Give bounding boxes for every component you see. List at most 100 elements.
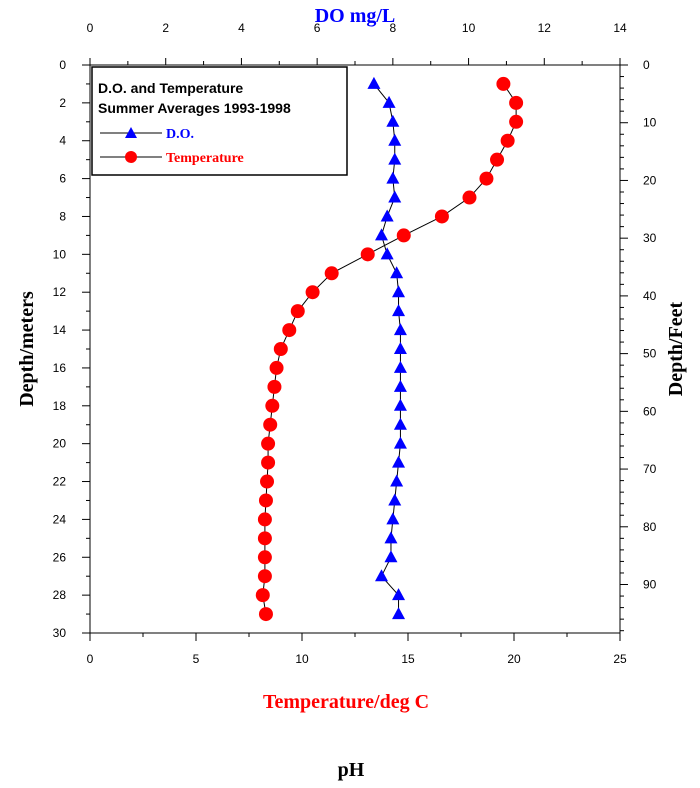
legend-title-line1: D.O. and Temperature	[98, 80, 243, 96]
axes-ticks: 0 2 4 6 8 10 12 140 5 10 15 20 250246810121416182022…	[53, 21, 657, 666]
temperature-data-point	[305, 285, 320, 300]
temperature-data-point	[282, 323, 297, 338]
temperature-data-point	[490, 152, 505, 167]
temperature-data-point	[462, 190, 477, 205]
temperature-data-point	[434, 209, 449, 224]
left-axis-tick-label: 16	[53, 361, 67, 375]
temperature-data-point	[258, 607, 273, 622]
bottom-axis-tick-label: 10	[295, 652, 309, 666]
temperature-data-point	[396, 228, 411, 243]
do-data-point	[392, 607, 406, 620]
do-data-point	[392, 285, 406, 298]
temperature-data-point	[257, 512, 272, 527]
footer-label: pH	[338, 759, 365, 781]
right-axis-tick-label: 40	[643, 289, 657, 303]
right-axis-tick-label: 20	[643, 173, 657, 187]
do-data-point	[386, 171, 400, 184]
do-data-point	[388, 133, 402, 146]
left-axis-tick-label: 10	[53, 247, 67, 261]
left-axis-tick-label: 0	[59, 58, 66, 72]
top-axis-tick-label: 14	[613, 21, 627, 35]
do-data-point	[384, 531, 398, 544]
temperature-data-point	[257, 531, 272, 546]
right-axis-tick-label: 60	[643, 404, 657, 418]
do-data-point	[392, 304, 406, 317]
left-axis-tick-label: 22	[53, 475, 67, 489]
legend: D.O. and Temperature Summer Averages 199…	[91, 66, 348, 176]
temperature-data-point	[260, 474, 275, 489]
bottom-axis-tick-label: 25	[613, 652, 627, 666]
do-data-point	[380, 209, 394, 222]
top-axis-tick-label: 0	[87, 21, 94, 35]
bottom-axis-tick-label: 15	[401, 652, 415, 666]
do-data-point	[375, 228, 388, 241]
bottom-axis-tick-label: 20	[507, 652, 521, 666]
temperature-data-point	[261, 455, 276, 470]
top-axis-tick-label: 4	[238, 21, 245, 35]
legend-do-marker	[125, 127, 137, 138]
do-data-point	[393, 398, 407, 411]
left-axis-tick-label: 2	[59, 96, 66, 110]
temperature-data-point	[324, 266, 339, 281]
temperature-data-point	[265, 398, 280, 413]
temperature-data-point	[269, 360, 284, 375]
left-axis-tick-label: 24	[53, 512, 67, 526]
right-axis-tick-label: 30	[643, 231, 657, 245]
top-axis-tick-label: 12	[538, 21, 552, 35]
temperature-data-point	[509, 95, 524, 110]
left-axis-tick-label: 18	[53, 399, 67, 413]
temperature-data-point	[273, 342, 288, 356]
do-data-point	[393, 323, 407, 336]
right-axis-tick-label: 0	[643, 58, 650, 72]
do-data-point	[386, 114, 400, 127]
left-axis-tick-label: 28	[53, 588, 67, 602]
right-axis-tick-label: 90	[643, 578, 657, 592]
left-axis-tick-label: 4	[59, 134, 66, 148]
top-axis-tick-label: 10	[462, 21, 476, 35]
right-axis-tick-label: 10	[643, 116, 657, 130]
do-data-point	[367, 76, 381, 89]
do-data-point	[392, 588, 406, 601]
do-data-point	[375, 569, 388, 582]
do-data-point	[386, 512, 400, 525]
do-data-point	[384, 550, 398, 563]
temperature-data-point	[479, 171, 494, 186]
temperature-data-point	[509, 114, 524, 129]
bottom-axis-title: Temperature/deg C	[263, 691, 429, 713]
left-axis-tick-label: 12	[53, 285, 67, 299]
top-axis-title: DO mg/L	[315, 5, 396, 27]
do-data-point	[380, 247, 394, 260]
top-axis-tick-label: 8	[390, 21, 397, 35]
top-axis-tick-label: 6	[314, 21, 321, 35]
top-axis-tick-label: 2	[162, 21, 169, 35]
right-axis-tick-label: 50	[643, 347, 657, 361]
do-data-point	[393, 360, 407, 373]
right-axis-tick-label: 80	[643, 520, 657, 534]
bottom-axis-tick-label: 5	[193, 652, 200, 666]
temperature-data-point	[258, 493, 273, 508]
legend-temperature-label: Temperature	[166, 151, 244, 166]
left-axis-tick-label: 14	[53, 323, 67, 337]
temperature-data-point	[263, 417, 278, 432]
do-data-point	[390, 266, 404, 279]
do-data-point	[388, 190, 402, 203]
do-data-point	[393, 436, 407, 449]
do-data-point	[388, 152, 402, 165]
temperature-data-point	[267, 379, 282, 394]
temperature-data-point	[255, 588, 270, 603]
do-data-point	[392, 455, 406, 468]
temperature-data-point	[500, 133, 515, 148]
right-axis-tick-label: 70	[643, 462, 657, 476]
left-axis-tick-label: 6	[59, 172, 66, 186]
temperature-data-point	[257, 550, 272, 565]
do-data-point	[382, 95, 396, 108]
do-data-point	[393, 417, 407, 430]
temperature-data-point	[360, 247, 375, 262]
left-axis-tick-label: 30	[53, 626, 67, 640]
left-axis-title: Depth/meters	[16, 291, 38, 407]
right-axis-title: Depth/Feet	[665, 301, 687, 396]
series-markers	[255, 76, 524, 622]
do-data-point	[393, 342, 407, 354]
legend-do-label: D.O.	[166, 127, 194, 142]
